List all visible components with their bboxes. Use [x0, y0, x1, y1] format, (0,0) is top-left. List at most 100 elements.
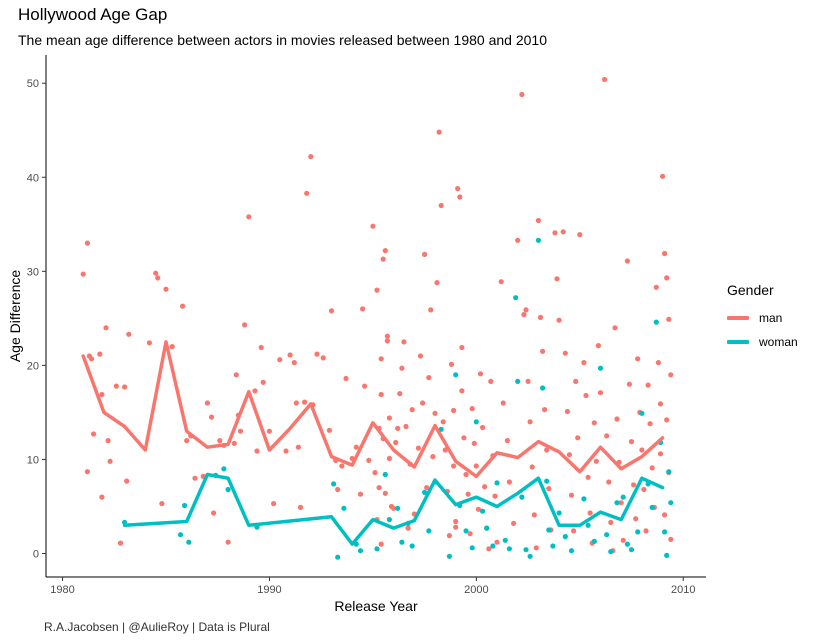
point-woman	[664, 552, 670, 559]
point-man	[159, 501, 165, 507]
point-man	[612, 325, 618, 331]
point-woman	[399, 539, 405, 545]
x-tick-label: 2000	[464, 584, 488, 596]
point-man	[409, 407, 415, 413]
point-woman	[535, 237, 542, 243]
point-man	[271, 501, 277, 507]
point-man	[500, 400, 506, 406]
point-woman	[624, 541, 631, 547]
point-woman	[604, 532, 610, 538]
point-woman	[374, 546, 380, 552]
point-man	[258, 344, 264, 351]
point-man	[287, 352, 293, 358]
point-man	[99, 494, 105, 500]
point-woman	[668, 500, 674, 506]
point-man	[510, 520, 517, 527]
point-man	[438, 202, 444, 209]
point-woman	[426, 528, 432, 534]
point-man	[498, 279, 504, 285]
point-man	[291, 360, 297, 366]
point-woman	[409, 543, 415, 549]
point-man	[649, 465, 655, 471]
point-man	[430, 454, 436, 460]
point-man	[587, 510, 593, 516]
point-man	[378, 391, 384, 398]
point-man	[97, 351, 103, 357]
point-man	[426, 375, 432, 381]
point-man	[463, 471, 469, 478]
point-man	[153, 270, 159, 276]
point-man	[84, 240, 90, 246]
point-man	[378, 356, 384, 362]
point-man	[326, 427, 332, 433]
point-man	[467, 531, 473, 537]
point-man	[604, 433, 610, 439]
point-man	[641, 486, 647, 493]
point-man	[494, 539, 500, 545]
point-man	[360, 306, 366, 312]
point-man	[448, 361, 455, 367]
legend-label-woman: woman	[759, 335, 798, 349]
point-man	[606, 479, 612, 485]
point-man	[122, 384, 128, 390]
point-woman	[614, 500, 620, 506]
point-woman	[550, 543, 556, 549]
point-man	[233, 372, 239, 378]
point-man	[184, 438, 190, 444]
point-woman	[662, 529, 668, 535]
point-man	[546, 486, 552, 492]
point-man	[399, 365, 405, 371]
point-woman	[182, 502, 188, 509]
point-man	[556, 317, 562, 323]
point-man	[113, 383, 119, 389]
point-woman	[331, 481, 337, 487]
point-woman	[639, 410, 645, 416]
point-man	[662, 512, 668, 518]
point-woman	[186, 539, 192, 545]
point-man	[469, 406, 475, 412]
point-woman	[502, 537, 508, 543]
chart-title: Hollywood Age Gap	[18, 5, 168, 24]
point-man	[624, 258, 631, 264]
point-man	[537, 314, 544, 320]
point-woman	[382, 471, 388, 478]
y-tick-label: 50	[27, 78, 39, 90]
point-man	[366, 457, 372, 463]
y-tick-label: 20	[27, 360, 39, 372]
point-woman	[585, 522, 591, 528]
y-tick-label: 0	[33, 548, 39, 560]
y-tick-label: 40	[27, 172, 39, 184]
point-man	[155, 275, 161, 281]
point-man	[446, 533, 452, 539]
legend-key-woman	[727, 340, 749, 344]
point-man	[660, 173, 666, 179]
point-woman	[513, 295, 519, 301]
point-woman	[540, 385, 546, 391]
point-man	[664, 275, 670, 281]
point-man	[527, 419, 533, 425]
point-woman	[568, 548, 575, 554]
x-axis-label: Release Year	[334, 598, 418, 614]
point-man	[560, 229, 566, 235]
point-man	[583, 392, 589, 399]
point-man	[204, 400, 210, 406]
point-man	[486, 546, 492, 552]
point-man	[655, 360, 662, 366]
point-man	[506, 479, 512, 485]
point-man	[631, 482, 637, 488]
point-man	[602, 76, 608, 83]
point-man	[99, 391, 105, 398]
point-man	[657, 451, 664, 457]
point-woman	[473, 419, 479, 425]
point-man	[436, 129, 442, 135]
point-man	[231, 440, 237, 446]
point-man	[432, 410, 438, 416]
point-man	[643, 528, 649, 534]
point-woman	[422, 489, 428, 495]
legend-item-woman: woman	[727, 330, 798, 354]
caption: R.A.Jacobsen | @AulieRoy | Data is Plura…	[44, 620, 270, 634]
point-man	[246, 214, 252, 220]
point-man	[573, 378, 579, 384]
point-man	[252, 388, 258, 394]
